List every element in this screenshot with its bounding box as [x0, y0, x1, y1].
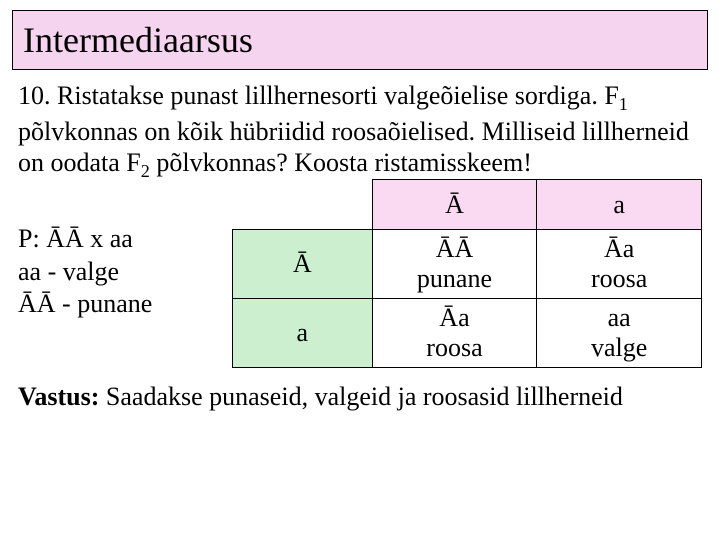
cross-legend: P: ĀĀ x aa aa - valge ĀĀ - punane — [18, 223, 228, 321]
answer-line: Vastus: Saadakse punaseid, valgeid ja ro… — [18, 382, 702, 412]
title-bar: Intermediaarsus — [12, 10, 708, 70]
answer-label: Vastus: — [18, 382, 99, 411]
answer-text: Saadakse punaseid, valgeid ja roosasid l… — [99, 382, 622, 411]
phenotype: valge — [591, 333, 647, 362]
page-title: Intermediaarsus — [23, 19, 697, 61]
punnett-cell-0-0: ĀĀ punane — [372, 230, 537, 299]
content-row: P: ĀĀ x aa aa - valge ĀĀ - punane Ā a Ā … — [18, 189, 702, 368]
phenotype: roosa — [426, 333, 482, 362]
punnett-row-header-1: a — [233, 299, 373, 368]
genotype: Āa — [604, 234, 634, 263]
punnett-cell-0-1: Āa roosa — [537, 230, 702, 299]
punnett-cell-1-1: aa valge — [537, 299, 702, 368]
punnett-col-header-1: a — [537, 180, 702, 230]
question-text: 10. Ristatakse punast lillhernesorti val… — [18, 80, 702, 183]
phenotype: roosa — [591, 264, 647, 293]
genotype: Āa — [439, 303, 469, 332]
punnett-cell-1-0: Āa roosa — [372, 299, 537, 368]
punnett-corner — [233, 180, 373, 230]
genotype: aa — [608, 303, 631, 332]
phenotype: punane — [417, 264, 492, 293]
genotype: ĀĀ — [436, 234, 474, 263]
punnett-row-header-0: Ā — [233, 230, 373, 299]
legend-AA: ĀĀ - punane — [18, 288, 228, 321]
punnett-square: Ā a Ā ĀĀ punane Āa roosa a Āa roosa aa v… — [232, 179, 702, 368]
legend-parents: P: ĀĀ x aa — [18, 223, 228, 256]
punnett-col-header-0: Ā — [372, 180, 537, 230]
legend-aa: aa - valge — [18, 256, 228, 289]
